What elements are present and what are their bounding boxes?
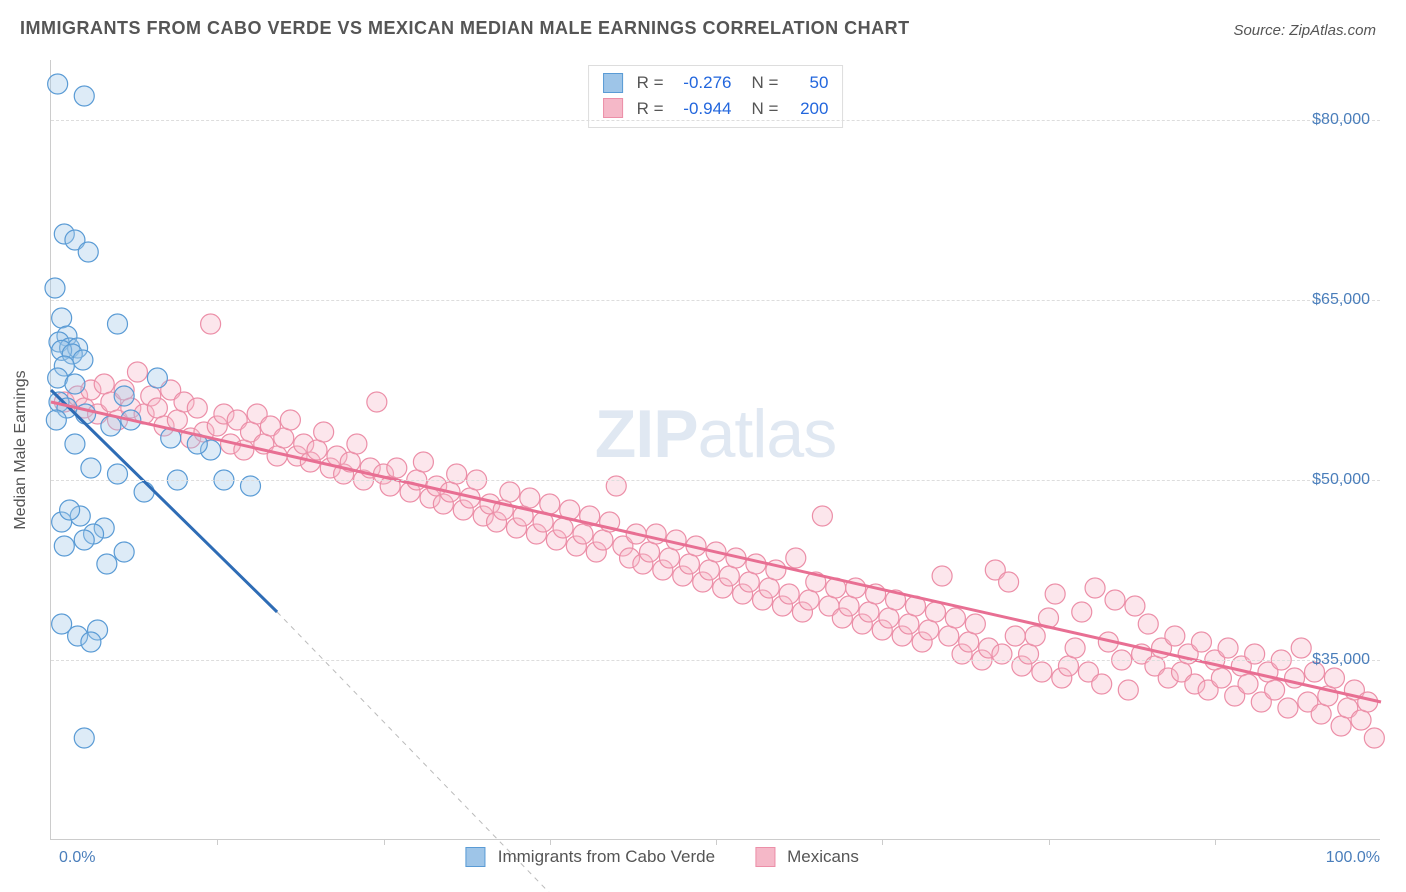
n-label-1: N = <box>752 70 779 96</box>
gridline <box>51 480 1380 481</box>
bottom-legend: Immigrants from Cabo Verde Mexicans <box>466 847 859 867</box>
x-tick <box>716 839 717 845</box>
stats-row-2: R = -0.944 N = 200 <box>603 96 829 122</box>
r-value-2: -0.944 <box>674 96 732 122</box>
stats-row-1: R = -0.276 N = 50 <box>603 70 829 96</box>
x-tick <box>384 839 385 845</box>
gridline <box>51 300 1380 301</box>
n-label-2: N = <box>752 96 779 122</box>
swatch-series-1 <box>603 73 623 93</box>
plot-svg <box>51 60 1380 839</box>
y-tick-label: $50,000 <box>1312 471 1370 489</box>
chart-title: IMMIGRANTS FROM CABO VERDE VS MEXICAN ME… <box>20 18 910 39</box>
r-label-1: R = <box>637 70 664 96</box>
legend-item-1: Immigrants from Cabo Verde <box>466 847 715 867</box>
gridline <box>51 120 1380 121</box>
x-tick <box>882 839 883 845</box>
swatch-series-2b <box>755 847 775 867</box>
gridline <box>51 660 1380 661</box>
y-tick-label: $35,000 <box>1312 651 1370 669</box>
y-axis-label: Median Male Earnings <box>12 370 30 529</box>
legend-item-2: Mexicans <box>755 847 859 867</box>
x-max-label: 100.0% <box>1326 849 1380 867</box>
n-value-1: 50 <box>788 70 828 96</box>
source-label: Source: ZipAtlas.com <box>1233 22 1376 39</box>
r-label-2: R = <box>637 96 664 122</box>
swatch-series-1b <box>466 847 486 867</box>
x-tick <box>550 839 551 845</box>
x-tick <box>1215 839 1216 845</box>
y-tick-label: $80,000 <box>1312 111 1370 129</box>
y-tick-label: $65,000 <box>1312 291 1370 309</box>
r-value-1: -0.276 <box>674 70 732 96</box>
plot-area: Median Male Earnings ZIPatlas R = -0.276… <box>50 60 1380 840</box>
x-min-label: 0.0% <box>59 849 95 867</box>
legend-label-2: Mexicans <box>787 847 859 867</box>
stats-legend-box: R = -0.276 N = 50 R = -0.944 N = 200 <box>588 65 844 128</box>
x-tick <box>217 839 218 845</box>
legend-label-1: Immigrants from Cabo Verde <box>498 847 715 867</box>
swatch-series-2 <box>603 98 623 118</box>
n-value-2: 200 <box>788 96 828 122</box>
x-tick <box>1049 839 1050 845</box>
